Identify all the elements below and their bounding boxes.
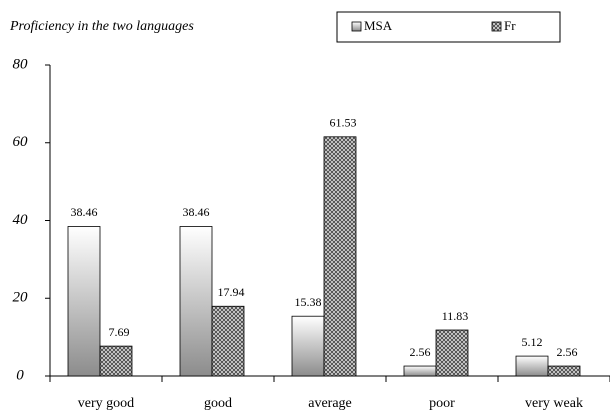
bar xyxy=(515,355,549,377)
x-tick-label: poor xyxy=(429,396,455,411)
bar xyxy=(211,305,245,377)
bar xyxy=(403,365,437,377)
value-label: 7.69 xyxy=(109,325,130,339)
bar xyxy=(99,345,133,377)
y-tick-label: 60 xyxy=(13,134,29,150)
value-label: 38.46 xyxy=(71,205,98,219)
value-label: 38.46 xyxy=(183,205,210,219)
y-tick-label: 0 xyxy=(16,367,24,383)
y-tick-label: 20 xyxy=(13,290,29,306)
value-label: 2.56 xyxy=(410,345,431,359)
x-tick-label: average xyxy=(308,396,352,411)
value-label: 11.83 xyxy=(442,309,469,323)
value-label: 5.12 xyxy=(522,335,543,349)
bar xyxy=(179,226,213,377)
value-label: 2.56 xyxy=(557,345,578,359)
value-label: 15.38 xyxy=(295,295,322,309)
value-label: 61.53 xyxy=(330,116,357,130)
x-tick-label: good xyxy=(204,396,232,411)
bar xyxy=(67,226,101,377)
chart-title: Proficiency in the two languages xyxy=(9,19,194,34)
y-tick-label: 80 xyxy=(13,56,29,72)
bar xyxy=(435,329,469,377)
legend-swatch xyxy=(351,21,362,32)
value-label: 17.94 xyxy=(218,285,245,299)
legend-box xyxy=(336,11,561,43)
bar xyxy=(323,136,357,377)
legend-label: Fr xyxy=(504,18,516,33)
x-tick-label: very weak xyxy=(525,396,583,411)
legend-label: MSA xyxy=(364,18,393,33)
legend-swatch xyxy=(491,21,502,32)
bar xyxy=(291,315,325,377)
y-tick-label: 40 xyxy=(13,212,29,228)
x-tick-label: very good xyxy=(78,396,134,411)
bar xyxy=(547,365,581,377)
